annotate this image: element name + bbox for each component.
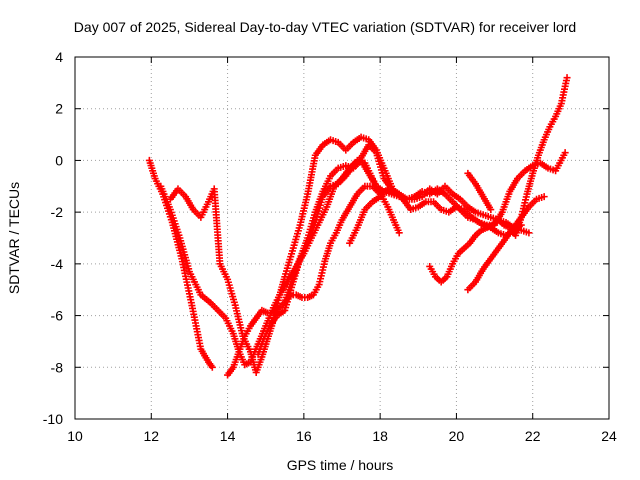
data-point-marker bbox=[540, 193, 548, 201]
series-8 bbox=[426, 74, 571, 286]
x-tick-label: 16 bbox=[296, 428, 312, 444]
data-point-marker bbox=[208, 363, 216, 371]
x-tick-label: 12 bbox=[143, 428, 159, 444]
y-tick-label: -4 bbox=[51, 256, 64, 272]
data-point-marker bbox=[525, 229, 533, 237]
y-tick-label: 0 bbox=[55, 152, 63, 168]
series-7 bbox=[346, 149, 569, 247]
x-tick-label: 10 bbox=[67, 428, 83, 444]
data-point-marker bbox=[395, 229, 403, 237]
series-9 bbox=[464, 193, 548, 294]
series-3 bbox=[166, 133, 396, 376]
x-tick-label: 24 bbox=[601, 428, 617, 444]
y-axis-label: SDTVAR / TECUs bbox=[6, 182, 22, 294]
data-point-marker bbox=[487, 206, 495, 214]
series-4 bbox=[224, 182, 384, 379]
x-tick-label: 22 bbox=[525, 428, 541, 444]
x-tick-label: 18 bbox=[372, 428, 388, 444]
x-axis-label: GPS time / hours bbox=[287, 457, 394, 473]
chart-title: Day 007 of 2025, Sidereal Day-to-day VTE… bbox=[74, 19, 576, 35]
y-tick-label: 2 bbox=[55, 101, 63, 117]
series-10 bbox=[464, 169, 495, 214]
y-tick-label: -6 bbox=[51, 308, 64, 324]
grid-lines bbox=[75, 57, 609, 419]
x-tick-label: 14 bbox=[220, 428, 236, 444]
y-tick-label: -8 bbox=[51, 359, 64, 375]
x-tick-label: 20 bbox=[449, 428, 465, 444]
plot-frame bbox=[74, 56, 610, 420]
data-series bbox=[145, 74, 571, 379]
y-tick-label: -2 bbox=[51, 204, 64, 220]
data-point-marker bbox=[563, 74, 571, 82]
y-tick-label: 4 bbox=[55, 49, 63, 65]
y-tick-label: -10 bbox=[43, 411, 63, 427]
data-point-marker bbox=[561, 149, 569, 157]
